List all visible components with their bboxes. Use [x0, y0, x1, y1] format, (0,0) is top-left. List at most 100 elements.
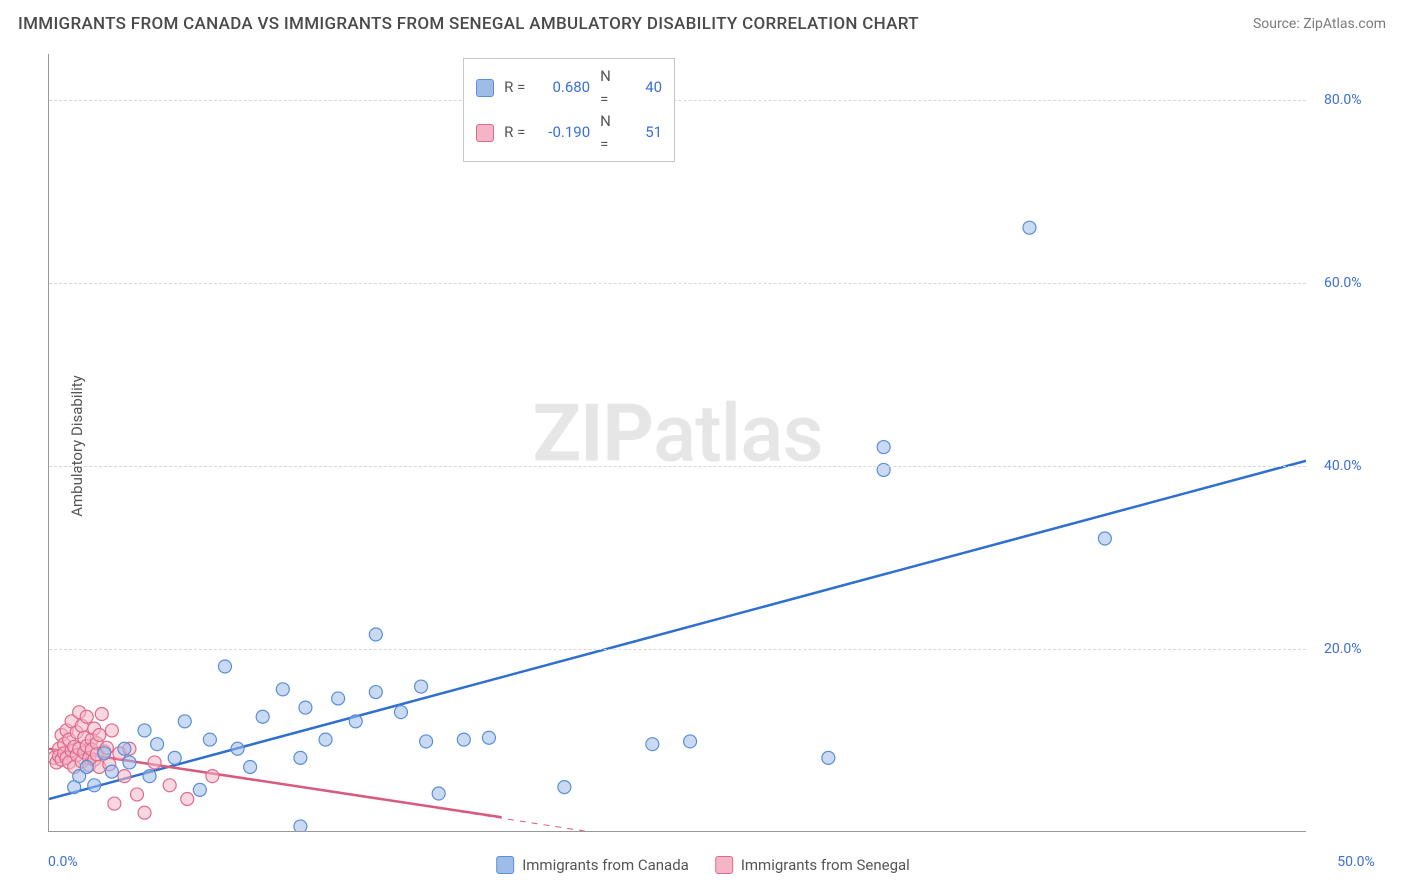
data-point — [231, 742, 244, 755]
data-point — [299, 701, 312, 714]
data-point — [420, 735, 433, 748]
data-point — [70, 726, 83, 739]
data-point — [256, 710, 269, 723]
data-point — [369, 686, 382, 699]
data-point — [73, 706, 86, 719]
data-point — [68, 781, 81, 794]
data-point — [394, 706, 407, 719]
stat-n-value: 40 — [632, 76, 662, 99]
data-point — [68, 740, 81, 753]
stats-box: R =0.680N =40R =-0.190N =51 — [463, 58, 675, 162]
data-point — [332, 692, 345, 705]
stat-r-label: R = — [504, 76, 526, 99]
data-point — [65, 744, 78, 757]
data-point — [83, 759, 96, 772]
trend-line — [49, 749, 502, 818]
data-point — [151, 738, 164, 751]
data-point — [105, 724, 118, 737]
data-point — [369, 628, 382, 641]
x-tick-0: 0.0% — [48, 854, 78, 870]
data-point — [646, 738, 659, 751]
data-point — [457, 733, 470, 746]
chart-svg — [49, 54, 1306, 831]
data-point — [65, 715, 78, 728]
gridline — [49, 466, 1306, 467]
data-point — [138, 724, 151, 737]
legend-swatch — [496, 856, 514, 874]
data-point — [163, 779, 176, 792]
stat-r-label: R = — [504, 121, 526, 144]
gridline — [49, 649, 1306, 650]
legend-item: Immigrants from Senegal — [715, 856, 910, 874]
data-point — [80, 710, 93, 723]
data-point — [93, 761, 106, 774]
data-point — [80, 739, 93, 752]
data-point — [294, 751, 307, 764]
data-point — [138, 806, 151, 819]
data-point — [53, 742, 66, 755]
stat-n-label: N = — [600, 65, 622, 110]
stat-n-label: N = — [600, 110, 622, 155]
data-point — [108, 797, 121, 810]
gridline — [49, 283, 1306, 284]
data-point — [93, 729, 106, 742]
stats-row: R = -0.190 N = 51 — [476, 110, 662, 155]
data-point — [276, 683, 289, 696]
data-point — [53, 750, 66, 763]
data-point — [49, 751, 61, 764]
legend-swatch — [476, 124, 494, 142]
stat-r-value: -0.190 — [536, 121, 590, 144]
stat-n-value: 51 — [632, 121, 662, 144]
data-point — [88, 753, 101, 766]
legend-label: Immigrants from Senegal — [741, 856, 910, 874]
data-point — [432, 787, 445, 800]
data-point — [103, 758, 116, 771]
bottom-legend: Immigrants from Canada Immigrants from Se… — [496, 856, 910, 874]
data-point — [75, 719, 88, 732]
trend-line — [49, 461, 1306, 799]
data-point — [73, 742, 86, 755]
x-tick-right: 50.0% — [1337, 854, 1375, 870]
legend-item: Immigrants from Canada — [496, 856, 689, 874]
gridline — [49, 100, 1306, 101]
data-point — [58, 747, 71, 760]
data-point — [822, 751, 835, 764]
data-point — [80, 761, 93, 774]
data-point — [90, 748, 103, 761]
data-point — [193, 783, 206, 796]
data-point — [118, 770, 131, 783]
data-point — [88, 722, 101, 735]
data-point — [206, 770, 219, 783]
data-point — [1098, 532, 1111, 545]
data-point — [319, 733, 332, 746]
data-point — [55, 753, 68, 766]
data-point — [415, 680, 428, 693]
data-point — [98, 747, 111, 760]
data-point — [70, 749, 83, 762]
data-point — [60, 724, 73, 737]
data-point — [78, 746, 91, 759]
data-point — [68, 761, 81, 774]
data-point — [178, 715, 191, 728]
data-point — [78, 731, 91, 744]
data-point — [118, 742, 131, 755]
data-point — [123, 756, 136, 769]
data-point — [181, 793, 194, 806]
chart-title: IMMIGRANTS FROM CANADA VS IMMIGRANTS FRO… — [18, 14, 919, 34]
data-point — [98, 745, 111, 758]
data-point — [63, 756, 76, 769]
data-point — [73, 770, 86, 783]
data-point — [95, 708, 108, 721]
data-point — [130, 788, 143, 801]
data-point — [75, 755, 88, 768]
data-point — [105, 765, 118, 778]
legend-label: Immigrants from Canada — [522, 856, 689, 874]
y-tick-label: 60.0% — [1324, 275, 1362, 291]
plot-area: ZIPatlas — [48, 54, 1306, 832]
header-row: IMMIGRANTS FROM CANADA VS IMMIGRANTS FRO… — [18, 14, 1386, 34]
trend-line-ext — [200, 772, 703, 831]
data-point — [100, 741, 113, 754]
data-point — [148, 756, 161, 769]
data-point — [482, 731, 495, 744]
data-point — [168, 751, 181, 764]
